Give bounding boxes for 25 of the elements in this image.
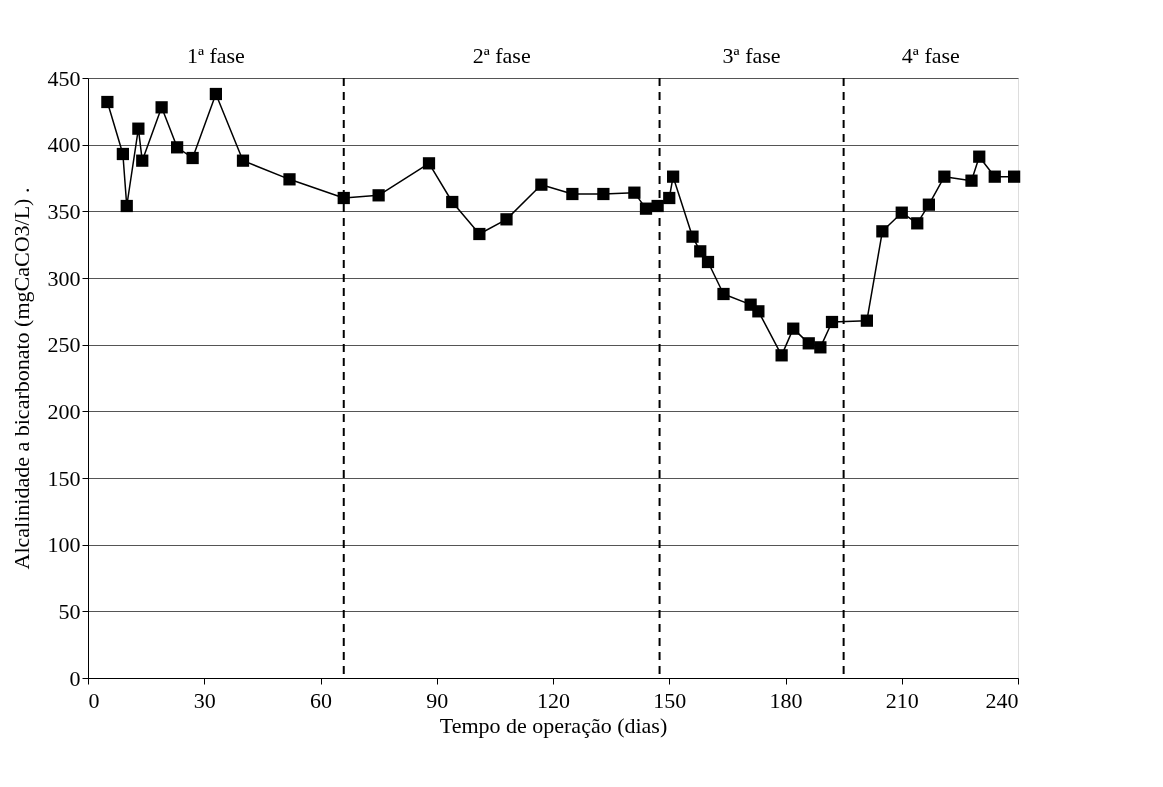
y-tick-label: 400 [47, 132, 81, 158]
y-tick-label: 450 [47, 65, 81, 91]
x-axis-title: Tempo de operação (dias) [439, 712, 668, 738]
y-tick-label: 100 [47, 532, 81, 558]
y-tick-label: 50 [58, 598, 81, 624]
x-tick-label: 60 [310, 687, 332, 713]
x-tick-label: 0 [88, 687, 100, 713]
text: 2ª fase [472, 43, 531, 68]
x-tick-label: 240 [985, 687, 1019, 713]
x-tick-label: 150 [653, 687, 687, 713]
text: 1ª fase [186, 43, 245, 68]
y-tick-label: 0 [69, 665, 81, 691]
x-tick-label: 210 [885, 687, 919, 713]
y-tick-label: 150 [47, 465, 81, 491]
y-tick-label: 200 [47, 398, 81, 424]
x-tick-label: 180 [769, 687, 803, 713]
y-axis-title: Alcalinidade a bicarbonato (mgCaCO3/L) . [8, 187, 34, 570]
y-tick-label: 350 [47, 198, 81, 224]
text: 4ª fase [901, 43, 960, 68]
x-tick-label: 90 [426, 687, 449, 713]
y-tick-label: 300 [47, 265, 81, 291]
x-tick-label: 30 [193, 687, 216, 713]
text: 3ª fase [722, 43, 781, 68]
x-tick-label: 120 [537, 687, 570, 713]
y-tick-label: 250 [47, 332, 81, 358]
